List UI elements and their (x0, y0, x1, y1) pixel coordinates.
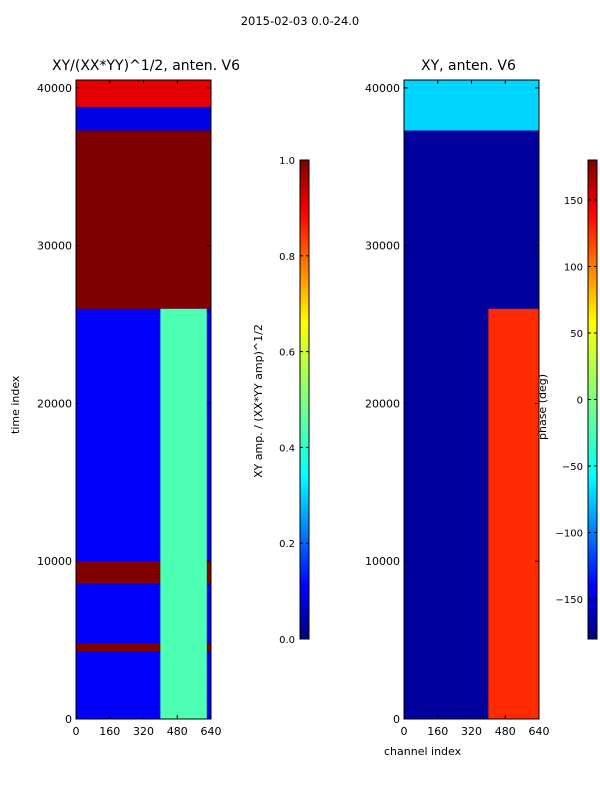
y-tick-label-0-0: 0 (65, 713, 72, 726)
colorbar-tick-label-0-0: 0.0 (279, 635, 295, 646)
colorbar-tick-label-0-3: 0.6 (279, 348, 295, 359)
left-plot-title-text: XY/(XX*YY)^1/2, anten. V6 (52, 58, 241, 74)
x-tick-label-0-640: 640 (201, 725, 222, 738)
heatmap-region-0-4 (76, 643, 211, 652)
y-tick-label-1-30000: 30000 (365, 240, 400, 253)
heatmap-region-1-1 (404, 80, 539, 131)
x-tick-label-0-320: 320 (133, 725, 154, 738)
y-tick-label-0-30000: 30000 (37, 240, 72, 253)
heatmap-region-0-1 (76, 106, 211, 131)
x-tick-label-1-480: 480 (495, 725, 516, 738)
colorbar-tick-label-1-1: −100 (556, 529, 583, 540)
y-tick-label-0-20000: 20000 (37, 397, 72, 410)
colorbar-tick-label-1-0: −150 (556, 595, 583, 606)
heatmap-region-0-5 (160, 308, 207, 719)
colorbar-tick-label-1-5: 100 (564, 262, 583, 273)
colorbar-tick-label-1-4: 50 (570, 329, 583, 340)
y-tick-label-0-10000: 10000 (37, 555, 72, 568)
x-tick-label-0-160: 160 (99, 725, 120, 738)
colorbar-tick-label-1-3: 0 (577, 396, 583, 407)
right-plot-title: XY, anten. V6 (421, 58, 516, 74)
x-tick-label-0-480: 480 (167, 725, 188, 738)
x-tick-label-1-320: 320 (461, 725, 482, 738)
x-tick-label-0-0: 0 (73, 725, 80, 738)
y-tick-label-1-20000: 20000 (365, 397, 400, 410)
x-tick-label-1-640: 640 (529, 725, 550, 738)
y-tick-label-1-40000: 40000 (365, 82, 400, 95)
heatmap-region-1-2 (488, 308, 539, 719)
colorbar-tick-label-1-6: 150 (564, 196, 583, 207)
x-tick-label-1-160: 160 (427, 725, 448, 738)
x-tick-label-1-0: 0 (401, 725, 408, 738)
colorbar-tick-label-1-2: −50 (562, 462, 583, 473)
right-x-axis-label: channel index (384, 745, 462, 758)
y-tick-label-1-10000: 10000 (365, 555, 400, 568)
y-tick-label-1-0: 0 (393, 713, 400, 726)
left-plot-title: XY/(XX*YY)^1/2, anten. V6 (52, 58, 240, 74)
heatmap-region-0-2 (76, 80, 211, 107)
colorbar-tick-label-0-5: 1.0 (279, 156, 295, 167)
y-tick-label-0-40000: 40000 (37, 82, 72, 95)
colorbar-tick-label-0-2: 0.4 (279, 443, 295, 454)
colorbar-tick-label-0-1: 0.2 (279, 539, 295, 550)
colorbar-tick-label-0-4: 0.8 (279, 252, 295, 263)
figure-suptitle: 2015-02-03 0.0-24.0 (240, 14, 360, 28)
right-plot-title-text: XY, anten. V6 (421, 58, 516, 74)
colorbar-0 (299, 159, 310, 640)
heatmap-region-0-0 (76, 130, 211, 309)
